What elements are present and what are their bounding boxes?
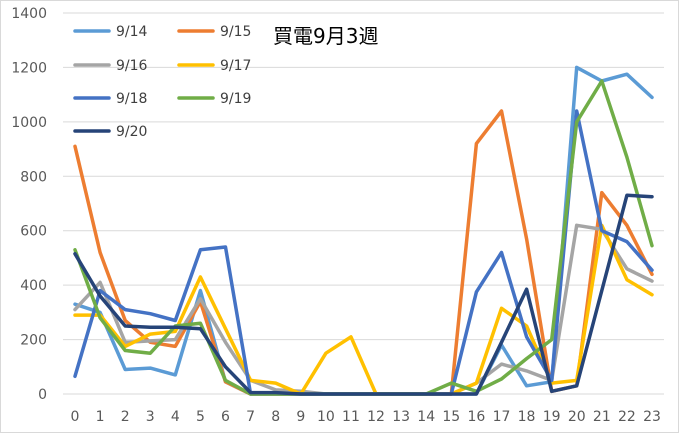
x-tick-label: 8 <box>271 409 280 425</box>
legend-label: 9/14 <box>116 24 148 40</box>
y-tick-label: 1000 <box>11 115 47 131</box>
legend-item: 9/19 <box>177 91 251 107</box>
legend-label: 9/18 <box>116 91 147 107</box>
x-tick-label: 13 <box>392 409 410 425</box>
x-tick-label: 0 <box>71 409 80 425</box>
legend-label: 9/16 <box>116 58 148 74</box>
x-tick-label: 14 <box>417 409 435 425</box>
x-tick-label: 4 <box>171 409 180 425</box>
x-tick-label: 18 <box>518 409 536 425</box>
y-tick-label: 200 <box>20 333 47 349</box>
legend-label: 9/20 <box>116 124 147 140</box>
legend-item: 9/16 <box>73 58 148 74</box>
x-tick-label: 7 <box>246 409 255 425</box>
series-lines <box>73 65 654 396</box>
y-axis-tick-labels: 0 200 400 600 800 1000 1200 1400 <box>11 6 47 403</box>
series-line-9-20 <box>73 193 654 396</box>
y-tick-label: 400 <box>20 278 47 294</box>
x-tick-label: 22 <box>618 409 636 425</box>
x-tick-label: 5 <box>196 409 205 425</box>
series-line-9-15 <box>73 109 654 396</box>
x-tick-label: 16 <box>467 409 485 425</box>
y-tick-label: 800 <box>20 169 47 185</box>
legend-item: 9/18 <box>73 91 147 107</box>
x-tick-label: 3 <box>146 409 155 425</box>
legend-item: 9/15 <box>177 24 251 40</box>
x-tick-label: 2 <box>121 409 130 425</box>
y-tick-label: 0 <box>38 387 47 403</box>
x-tick-label: 9 <box>296 409 305 425</box>
x-tick-label: 21 <box>593 409 611 425</box>
x-tick-label: 10 <box>317 409 335 425</box>
legend-item: 9/14 <box>73 24 148 40</box>
x-tick-label: 19 <box>543 409 561 425</box>
x-tick-label: 23 <box>643 409 661 425</box>
gridlines <box>63 12 664 395</box>
chart-title: 買電9月3週 <box>273 24 378 48</box>
legend: 9/14 9/15 9/16 9/17 9/18 9/19 9/20 <box>73 24 251 140</box>
x-tick-label: 6 <box>221 409 230 425</box>
x-tick-label: 15 <box>442 409 460 425</box>
x-tick-label: 1 <box>96 409 105 425</box>
legend-item: 9/20 <box>73 124 147 140</box>
legend-label: 9/17 <box>220 58 251 74</box>
y-tick-label: 1400 <box>11 6 47 22</box>
x-tick-label: 20 <box>568 409 586 425</box>
legend-item: 9/17 <box>177 58 251 74</box>
x-tick-label: 17 <box>493 409 511 425</box>
x-tick-label: 11 <box>342 409 360 425</box>
x-tick-label: 12 <box>367 409 385 425</box>
legend-label: 9/19 <box>220 91 251 107</box>
y-tick-label: 600 <box>20 224 47 240</box>
y-tick-label: 1200 <box>11 60 47 76</box>
legend-label: 9/15 <box>220 24 251 40</box>
x-axis-tick-labels: 0 1 2 3 4 5 6 7 8 9 10 11 12 13 14 15 16 17 18 19 20 21 22 23 <box>71 409 661 425</box>
series-line-9-18 <box>73 109 654 396</box>
